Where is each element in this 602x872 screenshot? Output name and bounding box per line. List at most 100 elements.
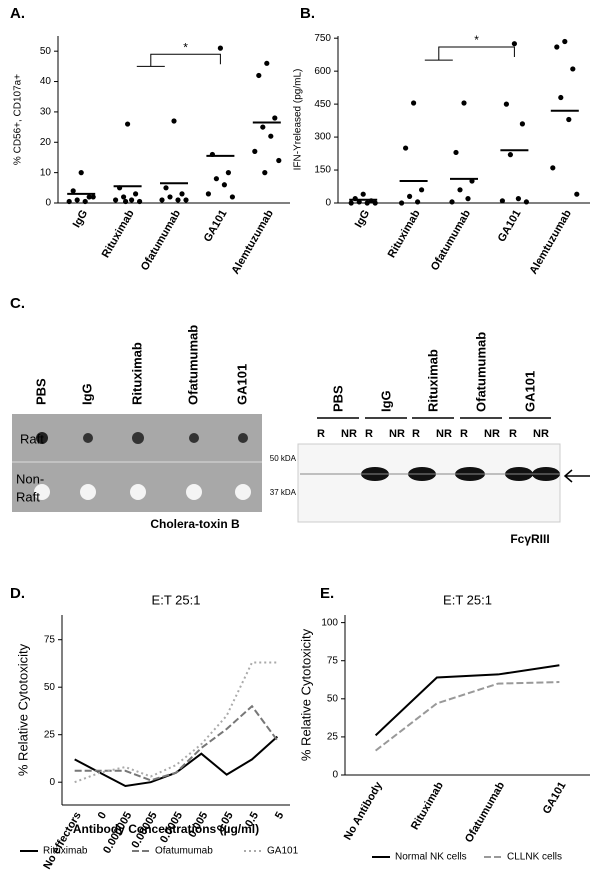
- blot-image: [297, 443, 561, 523]
- x-tick-label: GA101: [541, 780, 569, 816]
- blot-caption: FcγRIII: [510, 532, 549, 546]
- x-axis-label: Antibody Concentrations (µg/ml): [73, 822, 259, 836]
- point: [399, 200, 405, 206]
- point: [407, 193, 413, 200]
- panel-label: B.: [300, 5, 315, 22]
- point: [221, 182, 227, 188]
- point: [461, 100, 467, 106]
- row-label: Raft: [16, 489, 40, 504]
- y-tick-label: 50: [327, 693, 339, 704]
- point: [519, 121, 526, 127]
- lane-label: Rituximab: [129, 342, 144, 405]
- point: [515, 196, 522, 202]
- sub-lane-label: NR: [389, 428, 405, 440]
- sub-lane-label: R: [412, 428, 420, 440]
- x-tick-label: IgG: [71, 208, 91, 230]
- point: [213, 176, 219, 182]
- point: [129, 197, 135, 203]
- point: [74, 197, 80, 203]
- x-tick-label: Ofatumumab: [139, 208, 183, 273]
- y-tick-label: 0: [325, 198, 331, 209]
- series-line: [74, 735, 279, 788]
- dot: [132, 432, 144, 444]
- point: [415, 199, 421, 205]
- y-tick-label: 450: [314, 99, 331, 110]
- point: [229, 194, 235, 200]
- y-tick-label: 50: [44, 682, 56, 693]
- point: [217, 45, 223, 51]
- point: [570, 66, 576, 72]
- chart-title: E:T 25:1: [443, 592, 492, 607]
- legend-label: GA101: [267, 846, 299, 857]
- point: [163, 185, 169, 191]
- lane-label: PBS: [330, 385, 345, 412]
- significance-bracket: [424, 46, 515, 61]
- point: [276, 157, 282, 164]
- y-tick-label: 40: [40, 76, 52, 87]
- x-tick-label: Rituximab: [409, 780, 446, 832]
- marker-label: 37 kDA: [270, 488, 297, 497]
- y-tick-label: 25: [44, 729, 56, 740]
- point: [133, 191, 139, 197]
- lane-label: GA101: [234, 364, 249, 405]
- dot: [36, 432, 48, 444]
- lane-label: IgG: [79, 383, 94, 405]
- series-line: [374, 664, 560, 737]
- point: [449, 199, 455, 205]
- point: [403, 145, 409, 151]
- y-tick-label: 150: [314, 165, 331, 176]
- sub-lane-label: NR: [484, 428, 500, 440]
- dot: [83, 433, 93, 443]
- legend-label: Normal NK cells: [395, 852, 467, 863]
- y-tick-label: 750: [314, 33, 331, 44]
- series-line: [375, 681, 560, 752]
- lane-label: PBS: [33, 378, 48, 405]
- panel-label: A.: [10, 5, 25, 22]
- lane-label: Ofatumumab: [473, 332, 488, 412]
- point: [167, 194, 173, 200]
- y-tick-label: 50: [40, 46, 52, 57]
- x-tick-label: Ofatumumab: [429, 208, 473, 273]
- point: [121, 194, 127, 200]
- point: [503, 101, 509, 107]
- y-tick-label: 0: [45, 198, 51, 209]
- point: [171, 118, 177, 124]
- dot: [235, 484, 251, 500]
- dot: [34, 484, 50, 500]
- y-tick-label: 600: [314, 66, 331, 77]
- point: [457, 187, 463, 193]
- point: [272, 115, 278, 121]
- point: [574, 191, 580, 197]
- point: [566, 116, 572, 123]
- point: [262, 170, 268, 176]
- y-axis-label: % Relative Cytotoxicity: [298, 628, 313, 761]
- legend-label: CLLNK cells: [507, 852, 562, 863]
- legend-label: Rituximab: [43, 846, 88, 857]
- point: [86, 194, 92, 200]
- x-tick-label: GA101: [496, 208, 524, 244]
- point: [453, 149, 459, 156]
- significance-bracket: [136, 53, 221, 67]
- blot-caption: Cholera-toxin B: [150, 517, 240, 531]
- point: [419, 187, 425, 193]
- series-line: [74, 661, 278, 784]
- y-tick-label: 100: [321, 617, 338, 628]
- point: [364, 200, 370, 206]
- point: [137, 198, 143, 205]
- point: [175, 197, 181, 203]
- x-tick-label: Alemtuzumab: [229, 208, 276, 277]
- x-tick-label: Alemtuzumab: [527, 208, 574, 277]
- point: [113, 197, 119, 203]
- dot: [238, 433, 248, 443]
- point: [558, 94, 564, 101]
- lane-label: Ofatumumab: [185, 325, 200, 405]
- point: [550, 165, 556, 171]
- point: [507, 152, 513, 158]
- point: [348, 200, 354, 206]
- sub-lane-label: R: [460, 428, 468, 440]
- point: [256, 72, 262, 79]
- point: [360, 191, 366, 197]
- point: [205, 191, 211, 197]
- x-tick-label: Ofatumumab: [463, 780, 507, 845]
